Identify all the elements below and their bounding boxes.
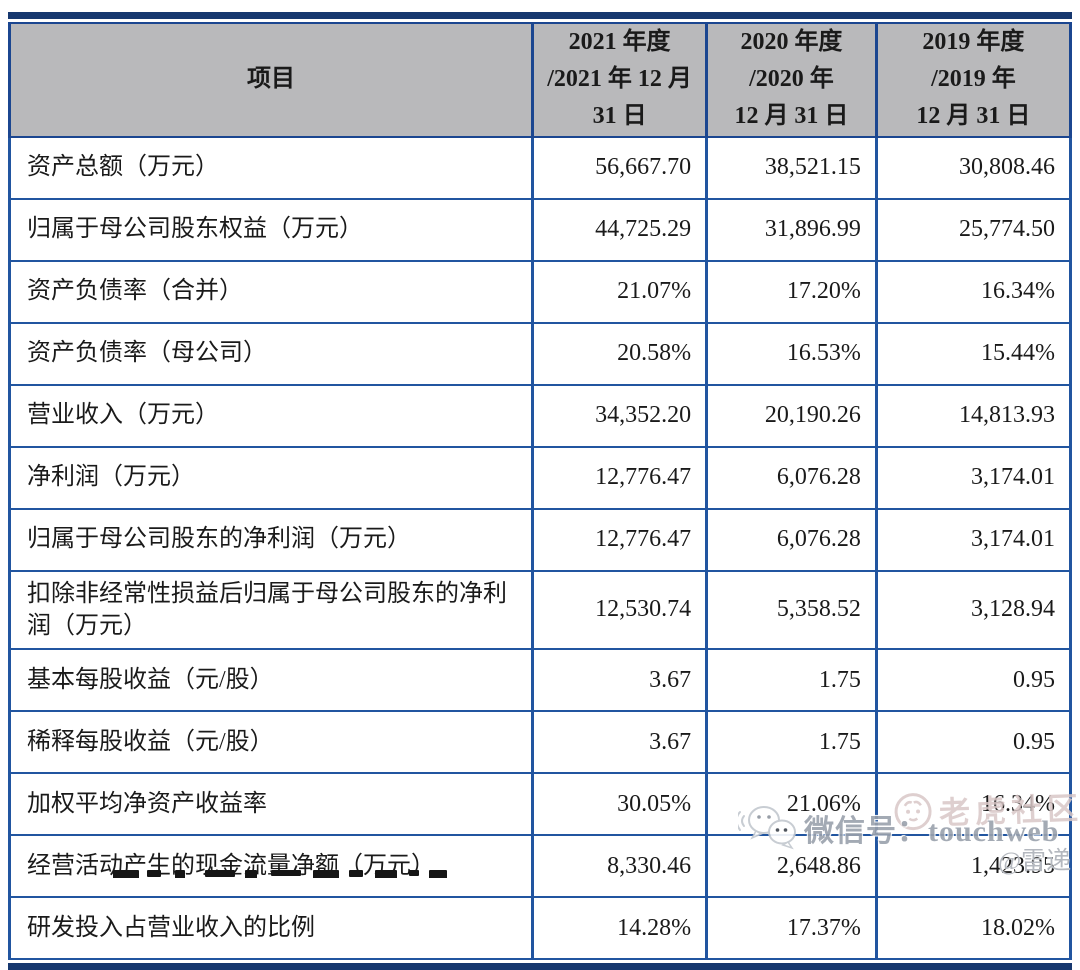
header-2020: 2020 年度 /2020 年 12 月 31 日 [705, 22, 878, 138]
row-value-2020: 2,648.86 [705, 834, 878, 899]
table-row: 研发投入占营业收入的比例 14.28% 17.37% 18.02% [7, 896, 1073, 961]
row-value-2021: 30.05% [531, 772, 709, 837]
row-value-2019: 3,174.01 [874, 445, 1073, 510]
row-value-2019: 16.34% [874, 259, 1073, 324]
header-item: 项目 [7, 22, 535, 138]
row-label: 研发投入占营业收入的比例 [7, 896, 535, 961]
row-value-2019: 3,128.94 [874, 569, 1073, 651]
row-value-2020: 1.75 [705, 648, 878, 713]
row-label: 营业收入（万元） [7, 383, 535, 448]
row-value-2020: 6,076.28 [705, 445, 878, 510]
table-row: 资产总额（万元） 56,667.70 38,521.15 30,808.46 [7, 135, 1073, 200]
row-value-2021: 14.28% [531, 896, 709, 961]
table-row: 经营活动产生的现金流量净额（万元） 8,330.46 2,648.86 1,42… [7, 834, 1073, 899]
row-value-2019: 14,813.93 [874, 383, 1073, 448]
row-value-2019: 25,774.50 [874, 197, 1073, 262]
table-top-border [8, 12, 1072, 19]
row-value-2021: 56,667.70 [531, 135, 709, 200]
row-value-2020: 31,896.99 [705, 197, 878, 262]
row-label: 稀释每股收益（元/股） [7, 710, 535, 775]
row-label: 资产负债率（合并） [7, 259, 535, 324]
cutoff-text-fragments [113, 869, 453, 878]
row-value-2019: 3,174.01 [874, 507, 1073, 572]
row-value-2021: 34,352.20 [531, 383, 709, 448]
row-value-2020: 5,358.52 [705, 569, 878, 651]
table-row: 净利润（万元） 12,776.47 6,076.28 3,174.01 [7, 445, 1073, 510]
row-label: 经营活动产生的现金流量净额（万元） [7, 834, 535, 899]
financial-table: 项目 2021 年度 /2021 年 12 月 31 日 2020 年度 /20… [7, 22, 1073, 961]
row-value-2021: 21.07% [531, 259, 709, 324]
row-label: 归属于母公司股东权益（万元） [7, 197, 535, 262]
row-value-2021: 3.67 [531, 710, 709, 775]
table-row: 扣除非经常性损益后归属于母公司股东的净利润（万元） 12,530.74 5,35… [7, 569, 1073, 651]
table-row: 稀释每股收益（元/股） 3.67 1.75 0.95 [7, 710, 1073, 775]
row-value-2021: 3.67 [531, 648, 709, 713]
row-value-2020: 6,076.28 [705, 507, 878, 572]
row-value-2021: 8,330.46 [531, 834, 709, 899]
row-label: 净利润（万元） [7, 445, 535, 510]
row-label: 资产负债率（母公司） [7, 321, 535, 386]
table-row: 归属于母公司股东权益（万元） 44,725.29 31,896.99 25,77… [7, 197, 1073, 262]
table-header-row: 项目 2021 年度 /2021 年 12 月 31 日 2020 年度 /20… [7, 22, 1073, 138]
row-value-2020: 17.37% [705, 896, 878, 961]
row-label: 资产总额（万元） [7, 135, 535, 200]
table-bottom-border [8, 963, 1072, 970]
table-body: 资产总额（万元） 56,667.70 38,521.15 30,808.46 归… [7, 135, 1073, 961]
table-row: 加权平均净资产收益率 30.05% 21.06% 16.34% [7, 772, 1073, 837]
row-value-2020: 17.20% [705, 259, 878, 324]
row-value-2021: 12,776.47 [531, 507, 709, 572]
row-value-2019: 0.95 [874, 710, 1073, 775]
row-value-2019: 18.02% [874, 896, 1073, 961]
row-label: 归属于母公司股东的净利润（万元） [7, 507, 535, 572]
row-value-2019: 1,423.95 [874, 834, 1073, 899]
row-value-2019: 30,808.46 [874, 135, 1073, 200]
row-value-2021: 20.58% [531, 321, 709, 386]
table-row: 归属于母公司股东的净利润（万元） 12,776.47 6,076.28 3,17… [7, 507, 1073, 572]
row-label: 加权平均净资产收益率 [7, 772, 535, 837]
header-2019: 2019 年度 /2019 年 12 月 31 日 [874, 22, 1073, 138]
row-value-2020: 38,521.15 [705, 135, 878, 200]
row-label: 扣除非经常性损益后归属于母公司股东的净利润（万元） [7, 569, 535, 651]
row-value-2020: 20,190.26 [705, 383, 878, 448]
row-value-2019: 15.44% [874, 321, 1073, 386]
table-row: 资产负债率（母公司） 20.58% 16.53% 15.44% [7, 321, 1073, 386]
header-2021: 2021 年度 /2021 年 12 月 31 日 [531, 22, 709, 138]
financial-summary-table: 项目 2021 年度 /2021 年 12 月 31 日 2020 年度 /20… [7, 12, 1073, 970]
row-value-2021: 12,530.74 [531, 569, 709, 651]
row-value-2020: 21.06% [705, 772, 878, 837]
row-value-2021: 44,725.29 [531, 197, 709, 262]
row-value-2020: 1.75 [705, 710, 878, 775]
table-row: 营业收入（万元） 34,352.20 20,190.26 14,813.93 [7, 383, 1073, 448]
row-label: 基本每股收益（元/股） [7, 648, 535, 713]
table-row: 基本每股收益（元/股） 3.67 1.75 0.95 [7, 648, 1073, 713]
row-value-2019: 16.34% [874, 772, 1073, 837]
row-value-2020: 16.53% [705, 321, 878, 386]
row-value-2019: 0.95 [874, 648, 1073, 713]
row-value-2021: 12,776.47 [531, 445, 709, 510]
table-row: 资产负债率（合并） 21.07% 17.20% 16.34% [7, 259, 1073, 324]
